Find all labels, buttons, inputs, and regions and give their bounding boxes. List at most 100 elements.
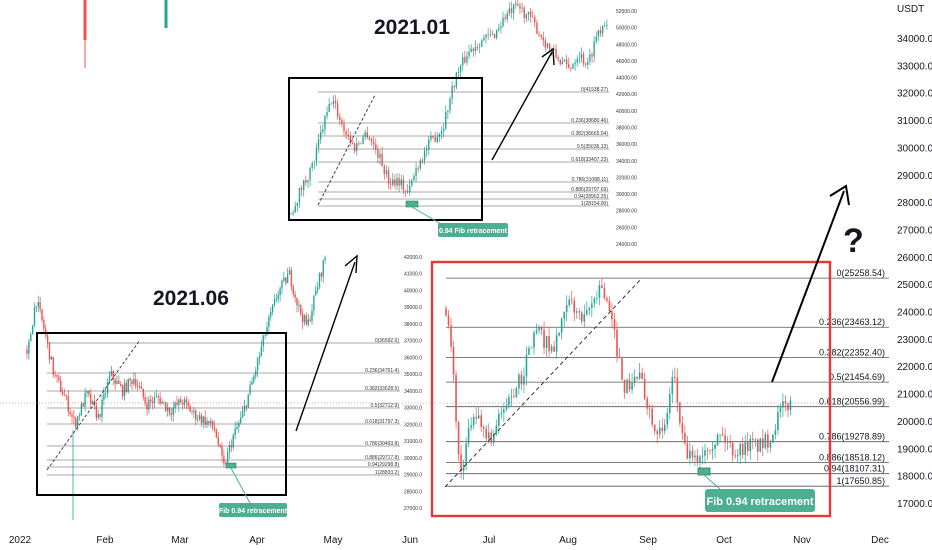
inset-2021-06-fib-label: 0.5(32712.9)	[371, 403, 400, 409]
candle-body	[157, 396, 159, 398]
candle-body	[470, 48, 472, 52]
candle-body	[90, 394, 92, 404]
candle-body	[353, 143, 356, 152]
candle-body	[467, 427, 470, 444]
candle-body	[421, 160, 424, 162]
candle-body	[228, 445, 231, 452]
candle-body	[185, 399, 188, 403]
candle-body	[663, 424, 666, 432]
candle-body	[309, 319, 311, 321]
candle-body	[434, 137, 436, 142]
inset-2021-06: 0(36592.6) 0.236(34761.4) 0.382(33628.5) 0.…	[26, 0, 422, 520]
candle-body	[425, 149, 428, 151]
candle-body	[300, 187, 303, 190]
candle-body	[696, 455, 699, 462]
inset-2021-01-price-tick: 36000.00	[616, 142, 637, 148]
candle-body	[506, 13, 508, 19]
candle-body	[508, 397, 510, 406]
candle-body	[510, 396, 513, 398]
inset-2021-01-price-tick: 34000.00	[616, 159, 637, 165]
candle-body	[298, 187, 301, 203]
candle-body	[530, 347, 533, 349]
candle-body	[268, 316, 270, 328]
candle-body	[603, 287, 606, 299]
candle-body	[417, 168, 419, 169]
candle-body	[73, 416, 75, 419]
candle-body	[245, 405, 248, 408]
price-tick: 30000.00	[897, 143, 932, 154]
candle-body	[674, 377, 676, 379]
candle-body	[618, 356, 621, 358]
candle-body	[163, 401, 165, 403]
candle-body	[116, 380, 118, 384]
main-callout	[705, 489, 815, 512]
candle-body	[307, 319, 309, 325]
candle-body	[294, 294, 296, 298]
candle-body	[447, 110, 449, 112]
candle-body	[319, 132, 322, 140]
candle-body	[286, 274, 289, 284]
inset-2021-06-price-tick: 31000.0	[404, 439, 422, 445]
inset-2021-01-fib-label: 0(41938.27)	[581, 87, 608, 93]
candle-body	[492, 433, 495, 443]
candle-body	[616, 329, 618, 357]
candle-body	[387, 170, 390, 184]
candle-body	[383, 166, 385, 174]
candle-body	[52, 357, 54, 375]
candle-body	[176, 402, 178, 405]
candle-body	[694, 455, 696, 458]
candle-body	[328, 103, 330, 112]
candle-body	[292, 286, 294, 295]
candle-body	[658, 427, 661, 435]
candle-body	[626, 379, 628, 393]
candle-body	[385, 170, 388, 174]
candle-body	[477, 415, 480, 419]
main-fib-label: 0.382(22352.40)	[819, 348, 885, 358]
candle-body	[298, 305, 300, 306]
candle-body	[711, 448, 714, 451]
candle-body	[215, 429, 218, 438]
candle-body	[580, 312, 583, 322]
candle-body	[746, 441, 749, 452]
inset-2021-06-price-tick: 38000.0	[404, 322, 422, 328]
candle-body	[505, 405, 508, 410]
candle-body	[495, 30, 498, 39]
candle-body	[679, 402, 681, 424]
candle-body	[168, 407, 171, 414]
candle-body	[565, 59, 568, 65]
candle-body	[411, 180, 413, 186]
candle-body	[653, 424, 656, 432]
candle-body	[481, 40, 483, 47]
inset-2021-01-box	[288, 77, 483, 221]
inset-2021-01-fib-label: 0.382(36665.04)	[571, 131, 608, 137]
candle-body	[661, 427, 664, 432]
candle-body	[689, 450, 691, 459]
candle-body	[528, 348, 530, 356]
candle-body	[527, 11, 530, 14]
candle-body	[468, 51, 470, 57]
candle-body	[521, 7, 523, 9]
inset-2021-01-price-tick: 44000.00	[616, 76, 637, 82]
candle-body	[643, 378, 646, 399]
candle-body	[555, 49, 557, 58]
inset-2021-01-price-tick: 26000.00	[616, 225, 637, 231]
candle-body	[320, 273, 323, 277]
candle-body	[419, 160, 422, 169]
candle-body	[381, 153, 383, 167]
candle-body	[555, 335, 558, 352]
main-fib-label: 1(17650.85)	[836, 476, 885, 486]
candle-body	[719, 434, 721, 436]
candle-body	[78, 415, 81, 417]
candle-body	[181, 403, 184, 405]
candle-body	[56, 374, 58, 377]
price-tick: 24000.00	[897, 308, 932, 319]
candle-body	[529, 11, 532, 17]
candle-body	[180, 399, 182, 404]
candle-body	[749, 438, 752, 452]
candle-body	[520, 374, 523, 385]
candle-body	[691, 450, 694, 458]
inset-2021-06-fib-label: 1(28833.2)	[375, 470, 400, 476]
inset-2021-01-candles	[290, 0, 608, 217]
inset-2021-01-callout-stem	[411, 206, 442, 225]
inset-2021-01-price-tick: 32000.00	[616, 175, 637, 181]
